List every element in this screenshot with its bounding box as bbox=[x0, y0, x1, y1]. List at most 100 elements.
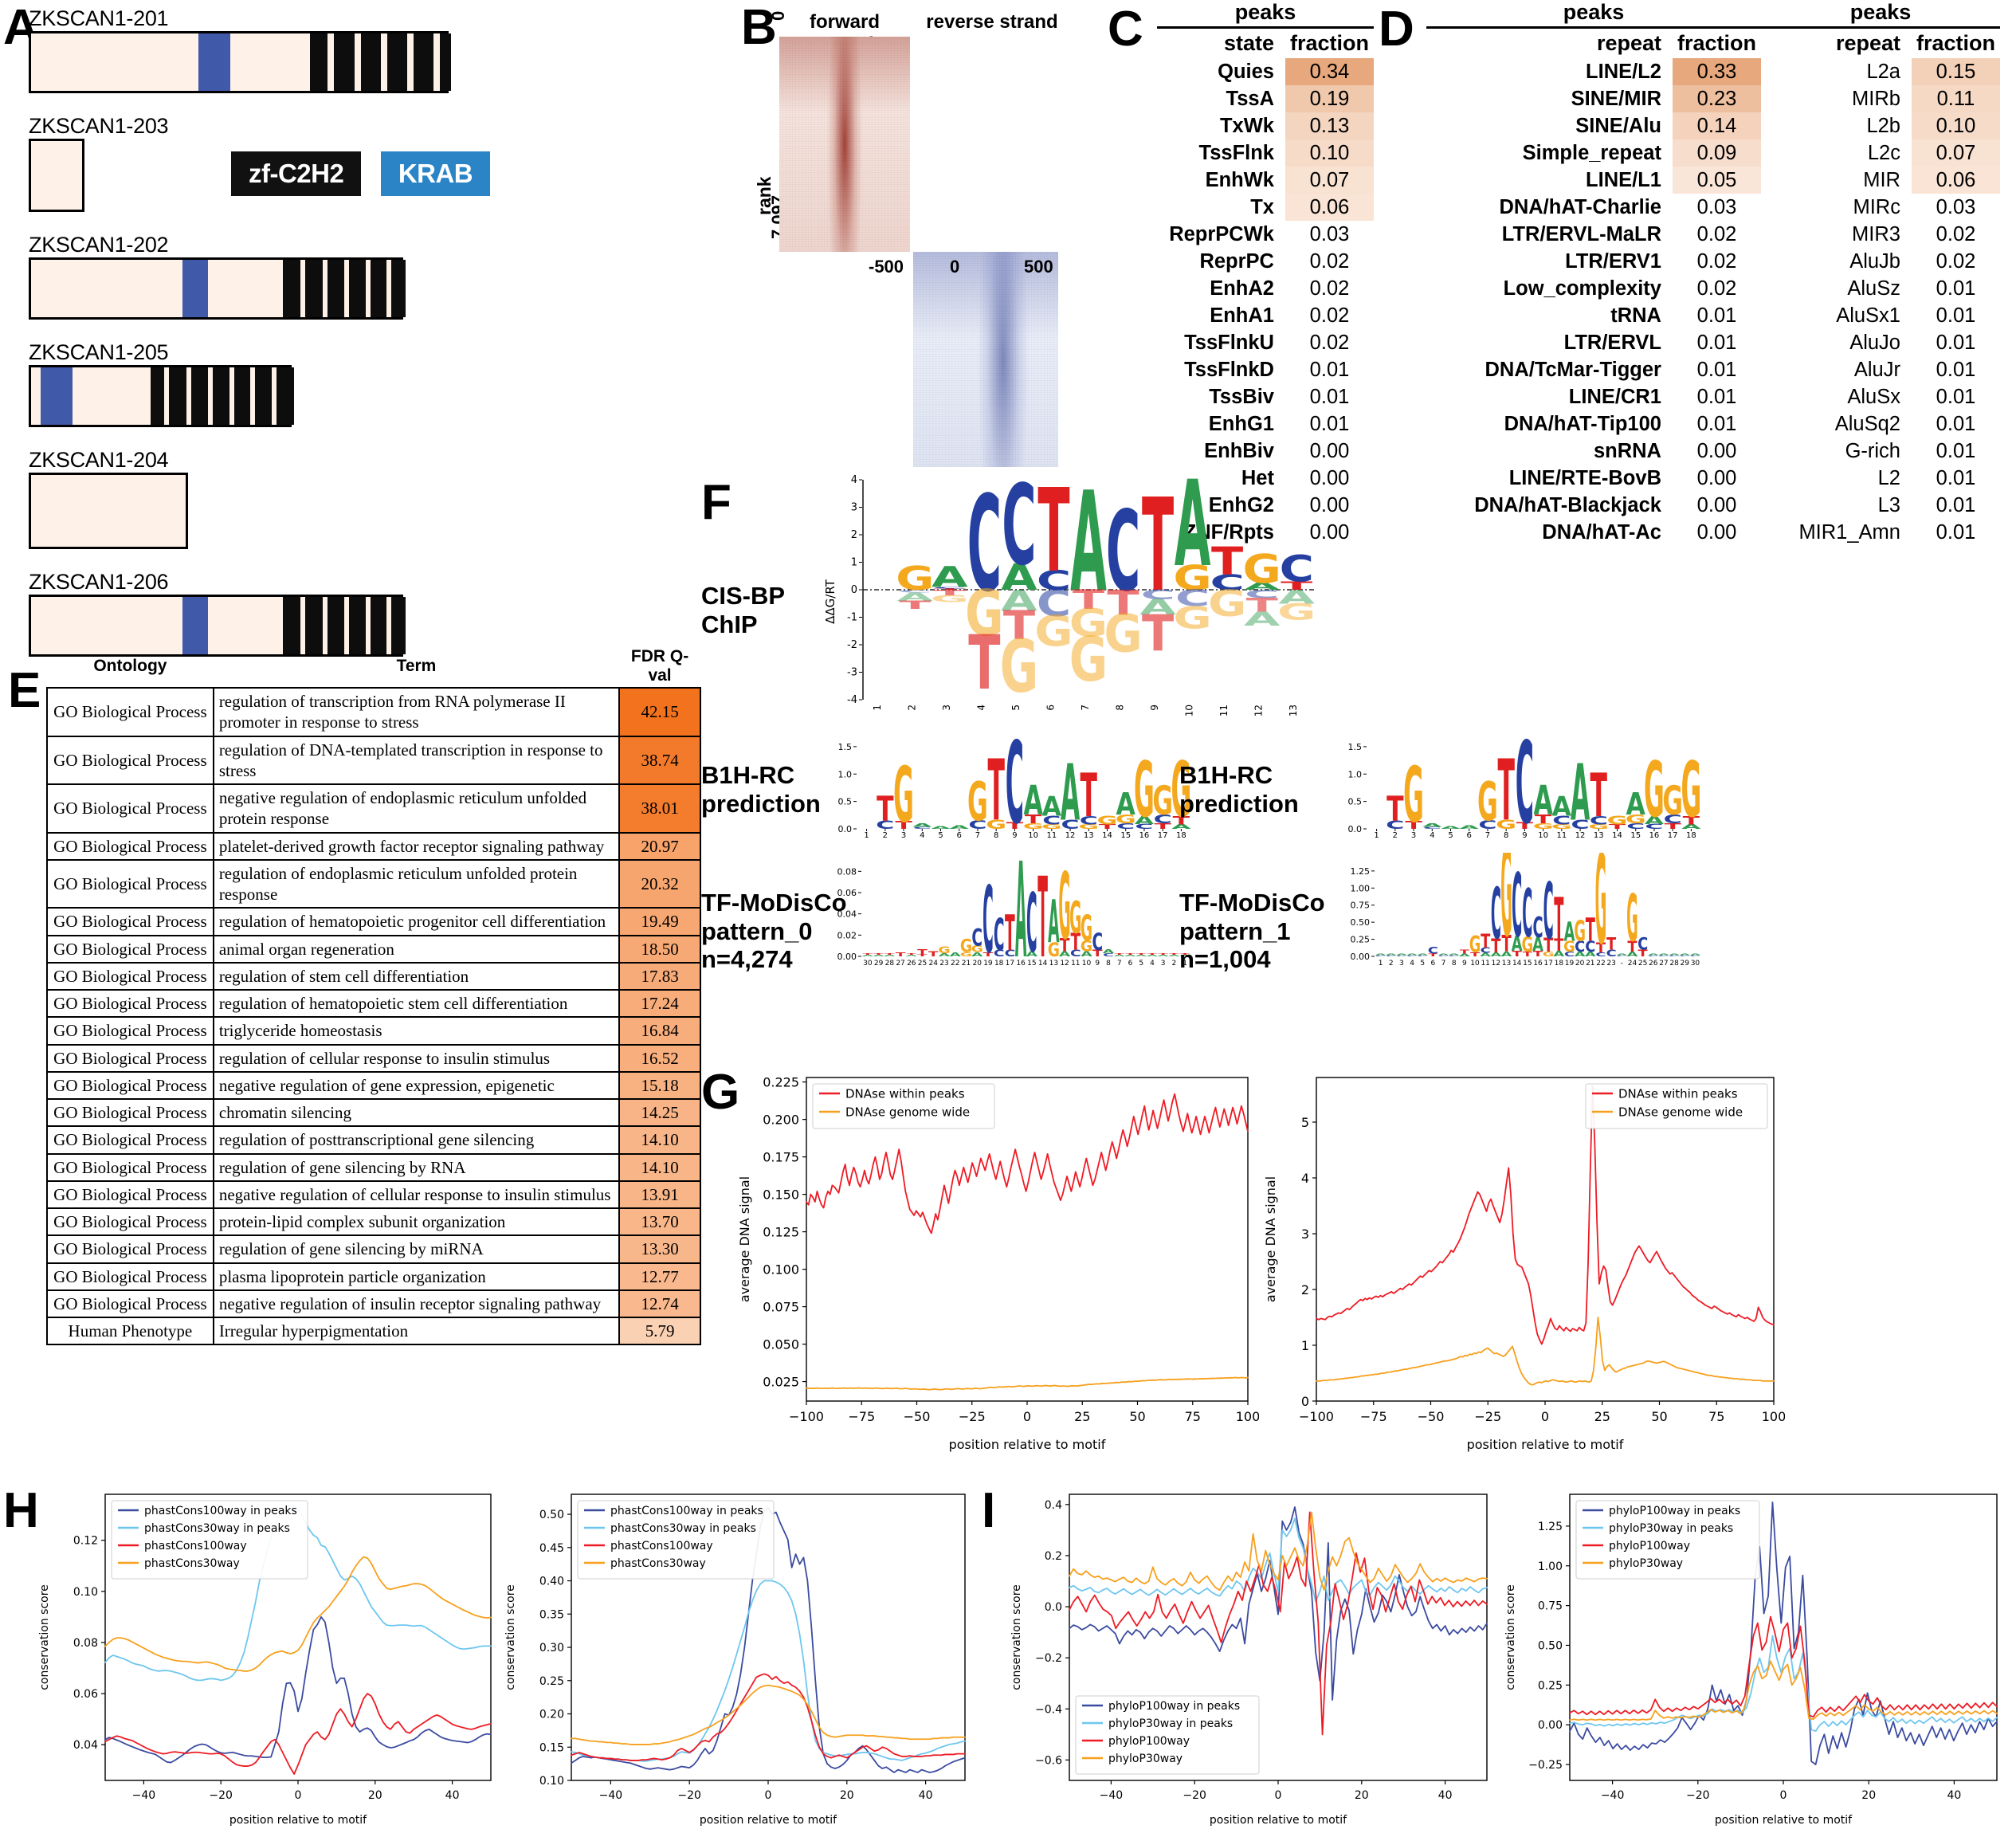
fdr-qval-cell: 13.30 bbox=[618, 1234, 701, 1264]
svg-text:0.30: 0.30 bbox=[539, 1642, 564, 1654]
row-label: LTR/ERVL-MaLR bbox=[1501, 222, 1661, 245]
svg-text:14: 14 bbox=[1512, 960, 1522, 968]
svg-text:A: A bbox=[1422, 822, 1442, 828]
ontology-cell: GO Biological Process bbox=[46, 934, 214, 964]
fdr-qval-cell: 38.01 bbox=[618, 783, 701, 834]
svg-text:DNAse genome wide: DNAse genome wide bbox=[1618, 1105, 1743, 1119]
svg-text:18: 18 bbox=[994, 960, 1004, 968]
panel-h: H −40 −20 0 20 40 0.04 0.06 0.08 0.10 0.12 positio… bbox=[0, 1478, 980, 1837]
svg-text:phastCons100way: phastCons100way bbox=[144, 1540, 247, 1552]
table-row: AluJb 0.02 bbox=[1761, 248, 2000, 275]
row-fraction: 0.19 bbox=[1285, 85, 1374, 112]
ontology-cell: GO Biological Process bbox=[46, 1043, 214, 1073]
table-row: LTR/ERV1 0.02 bbox=[1426, 248, 1761, 275]
svg-text:A: A bbox=[1417, 953, 1428, 956]
svg-text:3: 3 bbox=[941, 705, 952, 711]
heatmap-reverse-strand bbox=[913, 252, 1058, 467]
ontology-cell: GO Biological Process bbox=[46, 858, 214, 909]
svg-text:0.10: 0.10 bbox=[539, 1775, 564, 1788]
cis-bp-chip-logo: 4 3 2 1 0 -1 -2 -3 -4 G C A T T C A T G C G T A C A T G C T C G A T G G C T… bbox=[823, 455, 1319, 737]
svg-text:A: A bbox=[1042, 791, 1061, 822]
row-fraction: 0.01 bbox=[1936, 466, 1976, 489]
svg-text:12: 12 bbox=[1060, 960, 1069, 968]
table-row: GO Biological Process negative regulation… bbox=[46, 1289, 701, 1319]
svg-text:C: C bbox=[1552, 813, 1571, 827]
svg-text:1: 1 bbox=[1183, 960, 1187, 968]
svg-text:C: C bbox=[1532, 911, 1543, 944]
svg-text:14: 14 bbox=[1038, 960, 1048, 968]
table-row: MIR 0.06 bbox=[1761, 167, 2000, 194]
svg-text:18: 18 bbox=[1686, 831, 1696, 840]
transcript-row: ZKSCAN1-201 bbox=[29, 6, 738, 93]
table-row: MIR3 0.02 bbox=[1761, 221, 2000, 248]
svg-text:G: G bbox=[1533, 822, 1554, 830]
svg-text:C: C bbox=[1245, 587, 1279, 601]
zf-c2h2-domain-segment bbox=[349, 597, 366, 654]
row-label: L2a bbox=[1866, 60, 1900, 83]
svg-text:17: 17 bbox=[1006, 960, 1014, 968]
svg-text:0: 0 bbox=[1275, 1789, 1282, 1802]
svg-text:0: 0 bbox=[1023, 1409, 1031, 1424]
svg-text:phyloP30way in peaks: phyloP30way in peaks bbox=[1108, 1717, 1233, 1730]
table-row: EnhA1 0.02 bbox=[1157, 302, 1374, 329]
row-label: ReprPCWk bbox=[1169, 222, 1274, 245]
row-label: Quies bbox=[1218, 60, 1274, 83]
svg-text:8: 8 bbox=[1106, 960, 1111, 968]
svg-text:T: T bbox=[1586, 912, 1596, 949]
svg-text:26: 26 bbox=[907, 960, 916, 968]
term-cell: negative regulation of cellular response… bbox=[212, 1180, 621, 1210]
svg-text:12: 12 bbox=[1253, 705, 1265, 716]
table-row: LINE/CR1 0.01 bbox=[1426, 383, 1761, 410]
ontology-cell: GO Biological Process bbox=[46, 988, 214, 1019]
svg-text:A: A bbox=[1103, 948, 1114, 955]
table-row: LINE/L1 0.05 bbox=[1426, 167, 1761, 194]
svg-text:C: C bbox=[967, 470, 1002, 622]
svg-text:T: T bbox=[1543, 933, 1554, 956]
table-row: GO Biological Process plasma lipoprotein … bbox=[46, 1262, 701, 1291]
svg-text:0.40: 0.40 bbox=[539, 1576, 564, 1588]
svg-text:19: 19 bbox=[983, 960, 993, 968]
svg-text:G: G bbox=[1134, 746, 1155, 834]
row-fraction: 0.00 bbox=[1696, 466, 1737, 489]
svg-text:A: A bbox=[950, 825, 970, 830]
svg-text:7: 7 bbox=[1117, 960, 1122, 968]
svg-text:T: T bbox=[873, 953, 884, 956]
svg-text:C: C bbox=[1386, 818, 1404, 832]
svg-text:A: A bbox=[1157, 955, 1169, 957]
term-cell: regulation of gene silencing by miRNA bbox=[212, 1234, 621, 1264]
svg-text:9: 9 bbox=[1149, 705, 1160, 711]
svg-text:1: 1 bbox=[1374, 831, 1379, 840]
svg-text:phastCons100way: phastCons100way bbox=[610, 1540, 713, 1552]
svg-text:11: 11 bbox=[1481, 960, 1489, 968]
svg-text:T: T bbox=[1512, 950, 1522, 959]
svg-text:C: C bbox=[1626, 822, 1645, 830]
svg-text:T: T bbox=[1006, 820, 1025, 831]
svg-text:A: A bbox=[906, 955, 918, 957]
svg-text:4: 4 bbox=[1430, 831, 1434, 840]
svg-text:−20: −20 bbox=[209, 1789, 233, 1802]
svg-text:21: 21 bbox=[962, 960, 971, 968]
svg-text:A: A bbox=[932, 560, 968, 594]
transcript-row: ZKSCAN1-204 bbox=[29, 448, 738, 549]
svg-text:5: 5 bbox=[938, 831, 943, 840]
svg-text:A: A bbox=[1669, 953, 1680, 956]
row-label: TssFlnk bbox=[1198, 141, 1274, 164]
svg-text:0.00: 0.00 bbox=[1351, 952, 1371, 962]
svg-text:A: A bbox=[1648, 953, 1659, 956]
svg-text:A: A bbox=[1441, 826, 1461, 830]
svg-text:20: 20 bbox=[1575, 960, 1585, 968]
row-label: TssA bbox=[1226, 87, 1274, 110]
svg-text:0.5: 0.5 bbox=[1348, 797, 1363, 807]
left-b1h-rc-logo: 1.5 1.0 0.5 0.0 C T T G C A A A C G G T T C G T A G C A C A G C T T G C… bbox=[821, 719, 1195, 857]
zf-c2h2-domain-segment bbox=[283, 260, 300, 317]
panel-d-letter: D bbox=[1379, 2, 1414, 57]
table-row: GO Biological Process regulation of cellu… bbox=[46, 1043, 701, 1073]
transcript-bar bbox=[29, 31, 451, 93]
table-row: GO Biological Process platelet-derived gr… bbox=[46, 831, 701, 861]
table-row: Low_complexity 0.02 bbox=[1426, 275, 1761, 302]
svg-text:T: T bbox=[1609, 823, 1626, 830]
row-fraction: 0.01 bbox=[1936, 385, 1976, 408]
table-row: EnhA2 0.02 bbox=[1157, 275, 1374, 302]
transcript-row: ZKSCAN1-206 bbox=[29, 570, 738, 657]
svg-text:11: 11 bbox=[1046, 831, 1057, 840]
